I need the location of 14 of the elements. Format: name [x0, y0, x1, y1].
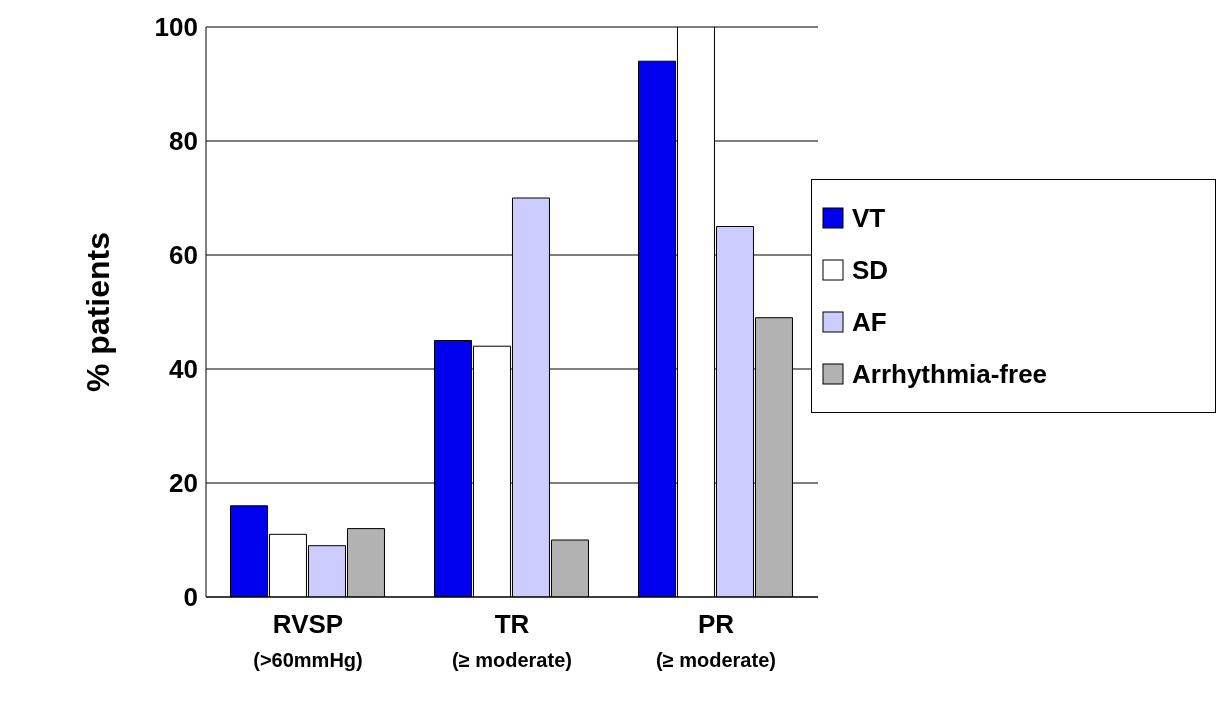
y-tick-label: 60: [169, 240, 198, 271]
y-tick-label: 0: [183, 582, 198, 613]
y-axis-title: % patients: [80, 231, 117, 393]
x-tick-label: PR (≥ moderate): [656, 609, 776, 671]
legend-label: AF: [852, 306, 887, 338]
y-tick-label: 100: [154, 12, 198, 43]
legend-label: VT: [852, 202, 886, 234]
x-tick-label: TR (≥ moderate): [452, 609, 572, 671]
x-tick-label: RVSP (>60mmHg): [253, 609, 363, 671]
y-tick-label: 20: [169, 468, 198, 499]
y-tick-label: 80: [169, 126, 198, 157]
y-tick-label: 40: [169, 354, 198, 385]
legend-label: Arrhythmia-free: [852, 358, 1048, 390]
legend-label: SD: [852, 254, 889, 286]
